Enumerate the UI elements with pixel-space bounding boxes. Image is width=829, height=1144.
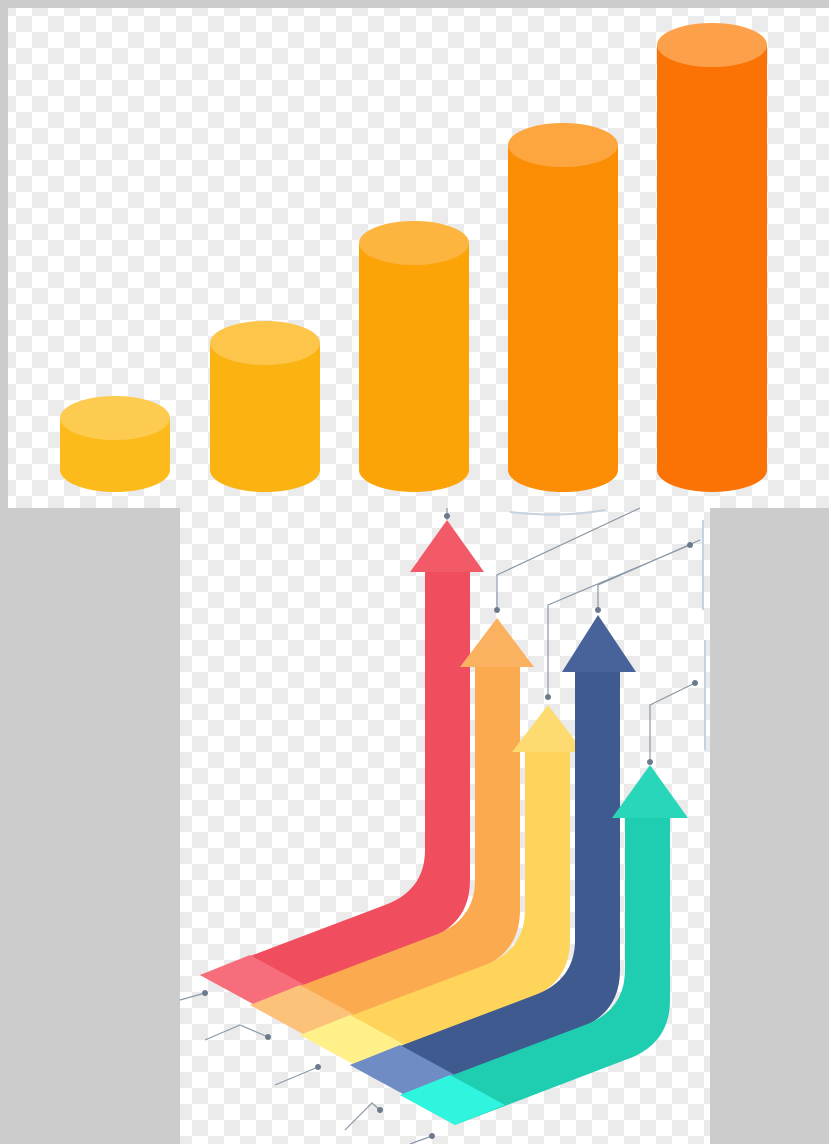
arrow-image (179, 507, 710, 1144)
arrow-teal (400, 765, 688, 1125)
cylinder (359, 221, 469, 492)
arrow-yellow (300, 705, 584, 1065)
cylinder (508, 123, 618, 492)
cylinder (657, 23, 767, 492)
cylinder (210, 321, 320, 492)
cylinder-image (8, 8, 829, 508)
cylinder (60, 396, 170, 492)
connector-dots (202, 513, 698, 1139)
arrow-blue (350, 615, 636, 1095)
arrow-red (200, 520, 484, 1005)
arrow-orange (250, 618, 534, 1035)
connector-lines (179, 507, 706, 1144)
